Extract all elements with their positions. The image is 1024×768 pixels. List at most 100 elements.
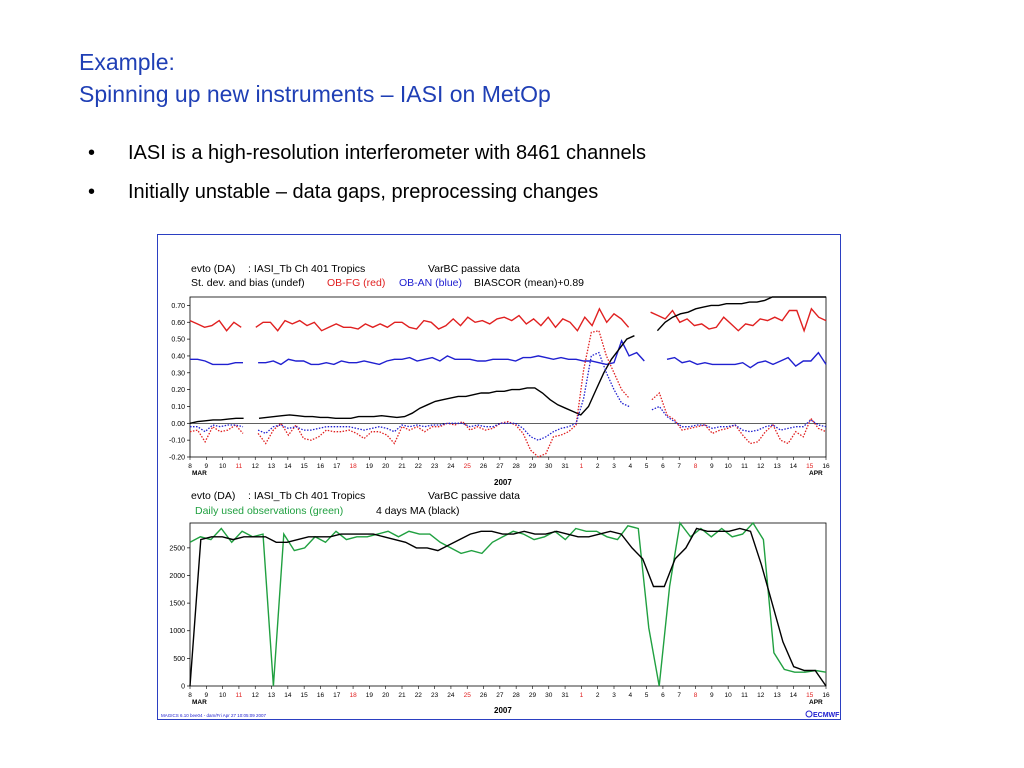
- x-tick-label: 30: [545, 692, 553, 699]
- top-header-param: : IASI_Tb Ch 401 Tropics: [248, 263, 365, 275]
- y-tick-label: 0.40: [171, 353, 185, 360]
- series-line-blue-dotted: [257, 351, 630, 441]
- x-tick-label: 27: [496, 463, 504, 470]
- x-tick-label: 9: [204, 463, 208, 470]
- monitoring-figure: evto (DA) : IASI_Tb Ch 401 Tropics VarBC…: [157, 234, 841, 720]
- series-line-black: [258, 335, 635, 420]
- x-tick-label: 17: [333, 463, 341, 470]
- bottom-month-right: APR: [809, 699, 823, 706]
- x-tick-label: 15: [301, 692, 309, 699]
- y-tick-label: 0.10: [171, 404, 185, 411]
- series-line-red-dotted: [257, 329, 630, 458]
- y-tick-label: 500: [173, 656, 185, 663]
- x-tick-label: 10: [725, 692, 733, 699]
- y-tick-label: 0.30: [171, 370, 185, 377]
- top-x-axis: 8 9 10 11 12 13 14 15 16 17 18 19 20 21 22 23 24 25 26 27 28…: [188, 457, 830, 470]
- x-tick-label: 18: [349, 463, 357, 470]
- figure-footer-credit: MAGICS 6.10 bee04 - dam/Fri Apr 27 10:05…: [161, 713, 267, 718]
- series-line-green: [189, 521, 827, 687]
- bottom-header-black-legend: 4 days MA (black): [376, 505, 459, 517]
- x-tick-label: 19: [366, 692, 374, 699]
- bottom-x-label-year: 2007: [494, 706, 512, 715]
- x-tick-label: 31: [561, 692, 569, 699]
- x-tick-label: 14: [284, 692, 292, 699]
- x-tick-label: 6: [661, 692, 665, 699]
- top-chart-header: evto (DA) : IASI_Tb Ch 401 Tropics VarBC…: [191, 263, 584, 289]
- y-tick-label: 0.20: [171, 387, 185, 394]
- x-tick-label: 24: [447, 692, 455, 699]
- figure-canvas: evto (DA) : IASI_Tb Ch 401 Tropics VarBC…: [161, 263, 840, 719]
- series-line-red: [255, 307, 630, 332]
- x-tick-label: 15: [301, 463, 309, 470]
- x-tick-label: 12: [757, 463, 765, 470]
- series-line-blue-dotted: [190, 424, 244, 433]
- bottom-header-note: VarBC passive data: [428, 490, 520, 502]
- y-tick-label: 0.00: [171, 421, 185, 428]
- x-tick-label: 25: [464, 692, 472, 699]
- top-header-black-legend: BIASCOR (mean)+0.89: [474, 277, 584, 289]
- y-tick-label: 1500: [169, 601, 185, 608]
- x-tick-label: 22: [415, 692, 423, 699]
- x-tick-label: 1: [580, 463, 584, 470]
- bullet-marker: •: [88, 181, 96, 203]
- series-line-red-dotted: [189, 424, 244, 444]
- x-tick-label: 22: [415, 463, 423, 470]
- x-tick-label: 5: [645, 692, 649, 699]
- x-tick-label: 14: [284, 463, 292, 470]
- series-line-red: [189, 319, 242, 332]
- x-tick-label: 13: [773, 692, 781, 699]
- series-line-blue: [258, 338, 645, 366]
- x-tick-label: 31: [561, 463, 569, 470]
- x-tick-label: 13: [268, 463, 276, 470]
- series-line-blue: [190, 358, 243, 366]
- x-tick-label: 14: [790, 463, 798, 470]
- x-tick-label: 26: [480, 463, 488, 470]
- bottom-chart-header: evto (DA) : IASI_Tb Ch 401 Tropics VarBC…: [191, 490, 520, 517]
- bullet-text: Initially unstable – data gaps, preproce…: [128, 181, 599, 203]
- series-line-black: [656, 296, 826, 332]
- y-tick-label: 0: [181, 684, 185, 691]
- x-tick-label: 11: [236, 463, 243, 470]
- x-tick-label: 4: [628, 692, 632, 699]
- bottom-x-axis: 8 9 10 11 12 13 14 15 16 17 18 19 20 21 22 23 24 25 26 27 28…: [188, 686, 830, 699]
- x-tick-label: 8: [694, 692, 698, 699]
- x-tick-label: 9: [710, 692, 714, 699]
- series-line-black: [189, 417, 244, 424]
- x-tick-label: 28: [513, 463, 521, 470]
- top-month-right: APR: [809, 470, 823, 477]
- x-tick-label: 15: [806, 692, 814, 699]
- x-tick-label: 17: [333, 692, 341, 699]
- y-tick-label: 0.70: [171, 303, 185, 310]
- x-tick-label: 12: [252, 692, 260, 699]
- bottom-y-axis: 0 500 1000 1500 2000 2500: [169, 545, 190, 691]
- x-tick-label: 16: [822, 463, 830, 470]
- x-tick-label: 11: [741, 692, 748, 699]
- x-tick-label: 21: [398, 692, 406, 699]
- x-tick-label: 8: [188, 692, 192, 699]
- x-tick-label: 18: [349, 692, 357, 699]
- bottom-plot-frame: [189, 522, 827, 687]
- x-tick-label: 1: [580, 692, 584, 699]
- x-tick-label: 28: [513, 692, 521, 699]
- bottom-month-left: MAR: [192, 699, 207, 706]
- x-tick-label: 20: [382, 692, 390, 699]
- y-tick-label: 1000: [169, 628, 185, 635]
- x-tick-label: 10: [725, 463, 733, 470]
- x-tick-label: 7: [677, 463, 681, 470]
- y-tick-label: 2000: [169, 573, 185, 580]
- top-header-note: VarBC passive data: [428, 263, 520, 275]
- x-tick-label: 27: [496, 692, 504, 699]
- y-tick-label: 0.50: [171, 337, 185, 344]
- y-tick-label: -0.10: [169, 438, 185, 445]
- x-tick-label: 19: [366, 463, 374, 470]
- series-line-red: [650, 307, 827, 333]
- y-tick-label: 2500: [169, 545, 185, 552]
- x-tick-label: 29: [529, 692, 537, 699]
- top-month-left: MAR: [192, 470, 207, 477]
- x-tick-label: 3: [612, 692, 616, 699]
- x-tick-label: 2: [596, 692, 600, 699]
- title-line-1: Example:: [79, 49, 175, 75]
- x-tick-label: 5: [645, 463, 649, 470]
- x-tick-label: 13: [773, 463, 781, 470]
- x-tick-label: 8: [694, 463, 698, 470]
